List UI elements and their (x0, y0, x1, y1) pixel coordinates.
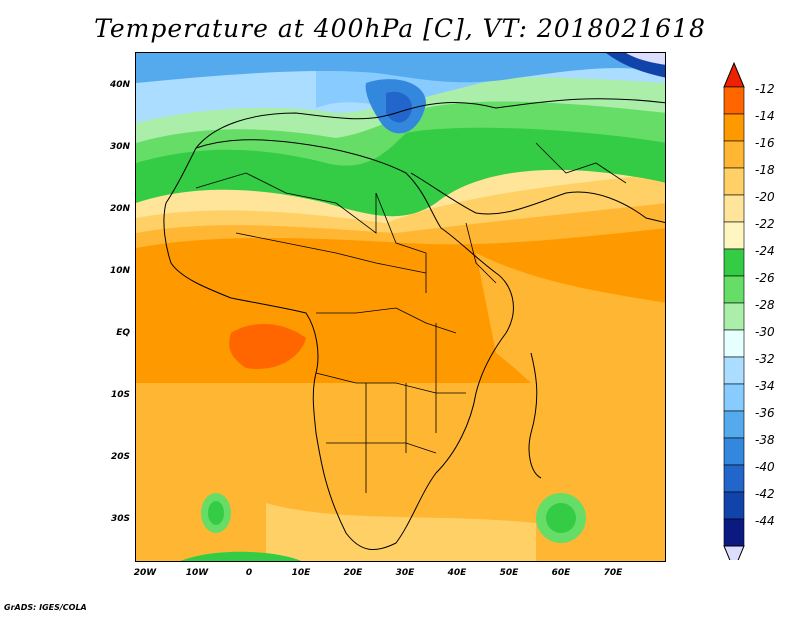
colorbar-label: -42 (755, 487, 775, 501)
lat-label-30s: 30S (110, 514, 130, 524)
colorbar-segment (723, 86, 745, 115)
colorbar-label: -38 (755, 433, 775, 447)
lat-label-30n: 30N (109, 142, 130, 152)
field-south-yellow (266, 503, 536, 561)
temperature-field (136, 53, 665, 561)
colorbar-label: -26 (755, 271, 775, 285)
colorbar-segment (723, 410, 745, 439)
field-east-light-orange (476, 253, 665, 473)
colorbar-segment (723, 518, 745, 547)
colorbar-segment (723, 167, 745, 196)
colorbar-label: -24 (755, 244, 775, 258)
lon-label-60e: 60E (551, 568, 571, 578)
lat-label-40n: 40N (109, 80, 130, 90)
lon-label-10e: 10E (291, 568, 311, 578)
lon-label-30e: 30E (395, 568, 415, 578)
colorbar-segment (723, 113, 745, 142)
colorbar-segment (723, 329, 745, 358)
field-green-patch-se-inner (546, 503, 576, 533)
field-green-patch-sw-inner (208, 501, 224, 525)
colorbar-segment (723, 302, 745, 331)
map-title: Temperature at 400hPa [C], VT: 201802161… (94, 14, 706, 43)
lat-label-10s: 10S (110, 390, 130, 400)
colorbar (723, 61, 745, 560)
border-9 (535, 142, 627, 184)
border-5 (315, 372, 466, 394)
colorbar-segment (723, 464, 745, 493)
colorbar-segment (723, 383, 745, 412)
country-borders (195, 142, 627, 493)
lon-label-70e: 70E (603, 568, 623, 578)
colorbar-segment (723, 491, 745, 520)
temperature-map (135, 52, 666, 562)
border-7 (365, 323, 437, 493)
colorbar-label: -34 (755, 379, 775, 393)
field-hotspot (229, 323, 306, 369)
colorbar-segment (723, 221, 745, 250)
border-1 (195, 172, 377, 234)
colorbar-label: -32 (755, 352, 775, 366)
field-cold-core-inner (386, 91, 412, 123)
colorbar-label: -14 (755, 109, 775, 123)
field-blue-strong (136, 53, 665, 83)
coastlines (163, 98, 665, 551)
arabia-coast (410, 172, 665, 224)
colorbar-label: -40 (755, 460, 775, 474)
border-6 (326, 442, 437, 454)
lat-label-20n: 20N (109, 204, 130, 214)
colorbar-label: -28 (755, 298, 775, 312)
colorbar-label: -20 (755, 190, 775, 204)
colorbar-segment (723, 275, 745, 304)
border-8 (465, 222, 497, 284)
colorbar-label: -16 (755, 136, 775, 150)
madagascar (528, 352, 542, 479)
colorbar-segment (723, 248, 745, 277)
colorbar-label: -36 (755, 406, 775, 420)
lon-label-10w: 10W (185, 568, 209, 578)
lon-label-50e: 50E (499, 568, 519, 578)
colorbar-label: -22 (755, 217, 775, 231)
africa-coast (163, 139, 514, 551)
colorbar-segment (723, 356, 745, 385)
lon-label-20e: 20E (343, 568, 363, 578)
colorbar-segment (723, 140, 745, 169)
mediterranean-coast (195, 98, 665, 149)
lon-label-0: 0 (245, 568, 253, 578)
colorbar-label: -30 (755, 325, 775, 339)
colorbar-label: -12 (755, 82, 775, 96)
colorbar-label: -44 (755, 514, 775, 528)
lat-label-10n: 10N (109, 266, 130, 276)
lat-label-20s: 20S (110, 452, 130, 462)
field-northeast-coldest (626, 53, 665, 65)
field-green-bottom (180, 551, 302, 561)
colorbar-segment (723, 437, 745, 466)
lat-label-eq: EQ (116, 328, 130, 338)
credit-text: GrADS: IGES/COLA (4, 603, 87, 612)
lon-label-40e: 40E (447, 568, 467, 578)
colorbar-arrow-bottom (723, 545, 745, 560)
colorbar-segment (723, 194, 745, 223)
border-3 (235, 232, 427, 274)
colorbar-arrow-top (723, 61, 745, 88)
lon-label-20w: 20W (133, 568, 157, 578)
colorbar-label: -18 (755, 163, 775, 177)
